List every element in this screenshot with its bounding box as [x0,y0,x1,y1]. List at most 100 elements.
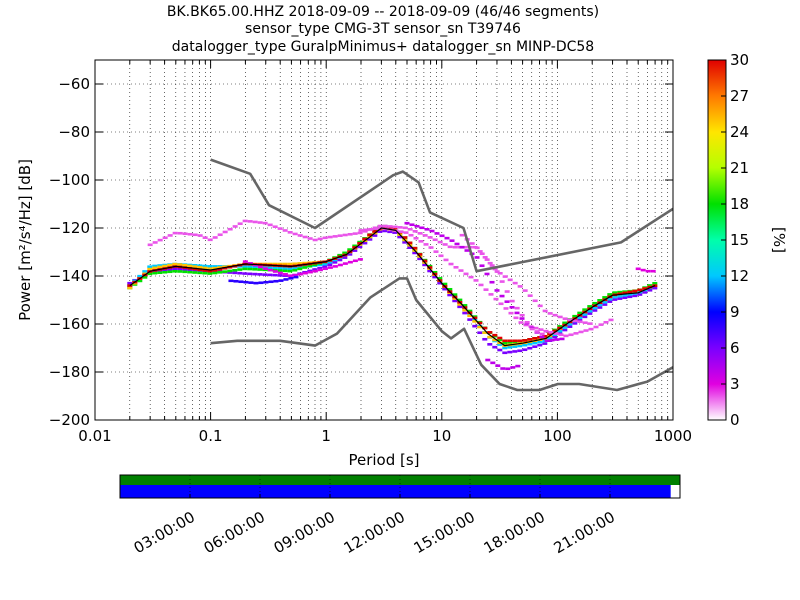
density-cell [439,234,445,238]
density-cell [272,262,278,266]
density-cell [147,265,153,269]
density-cell [212,266,218,270]
density-cell [362,230,368,233]
density-cell [549,338,555,342]
density-cell [287,274,293,278]
density-cell [547,332,553,336]
density-cell [487,331,493,334]
density-cell [567,325,573,328]
density-cell [487,261,493,265]
density-cell [552,329,558,333]
density-cell [502,346,508,350]
density-cell [457,303,463,306]
density-cell [337,263,343,267]
density-cell [292,262,298,266]
density-cell [462,308,468,312]
density-cell [312,263,318,267]
density-cell [392,231,398,234]
y-tick-label: −200 [49,411,90,429]
x-tick-label: 1000 [654,427,692,445]
density-cell [587,305,593,308]
density-cell [427,236,433,239]
density-cell [572,319,578,323]
density-cell [635,267,641,271]
density-cell [457,305,463,309]
density-cell [557,326,563,330]
y-tick-label: −160 [49,315,90,333]
density-cell [622,291,628,295]
density-cell [458,269,464,272]
colorbar-tick-label: 27 [730,87,749,105]
density-cell [488,293,494,296]
density-cell [292,232,298,236]
density-cell [515,364,521,368]
density-cell [632,289,638,293]
density-cell [514,306,520,310]
density-cell [172,269,178,273]
density-cell [227,269,233,273]
density-cell [563,334,569,338]
density-cell [367,238,373,241]
y-tick-label: −100 [49,171,90,189]
density-cell [543,329,549,333]
density-cell [562,326,568,329]
density-cell [273,279,279,283]
density-cell [243,280,249,284]
density-cell [459,245,465,249]
density-cell [332,258,338,262]
density-cell [177,270,183,273]
density-cell [152,271,158,275]
density-cell [282,274,288,277]
density-cell [197,271,203,275]
density-cell [327,235,333,239]
density-cell [197,264,203,267]
density-cell [312,268,318,271]
timeline-tick-label: 15:00:00 [411,508,478,557]
density-cell [512,345,518,348]
density-cell [332,261,338,264]
density-cell [317,268,323,272]
density-cell [647,285,653,289]
density-cell [382,224,388,228]
density-cell [287,269,293,273]
density-cell [487,335,493,339]
density-cell [233,279,239,283]
density-cell [413,236,419,240]
density-cell [417,253,423,256]
density-cell [558,333,564,336]
density-cell [562,317,568,321]
density-cell [177,263,183,266]
density-cell [302,271,308,275]
density-cell [497,271,503,275]
density-cell [147,272,153,276]
density-cell [627,295,633,299]
y-tick-label: −120 [49,219,90,237]
density-cell [652,282,658,285]
density-cell [302,235,308,239]
colorbar-tick-label: 3 [730,375,740,393]
noise-models [129,158,673,392]
density-cell [397,226,403,229]
density-cell [427,266,433,269]
density-cell [162,268,168,272]
density-cell [277,274,283,277]
density-cell [127,281,133,285]
density-cell [342,233,348,237]
density-cell [612,291,618,294]
density-cell [252,267,258,271]
density-cell [222,270,228,273]
density-cell [419,226,425,230]
title-line-1: BK.BK65.00.HHZ 2018-09-09 -- 2018-09-09 … [167,4,599,20]
density-cell [242,219,248,223]
density-cell [504,290,510,293]
density-cell [322,267,328,271]
plot-frame [94,59,674,421]
density-cell [582,313,588,316]
colorbar-tick-label: 0 [730,411,740,429]
density-cell [292,273,298,277]
density-cell [517,285,523,288]
density-cell [582,321,588,324]
density-cell [212,271,218,275]
x-tick-label: 0.01 [78,427,111,445]
density-cell [427,269,433,273]
